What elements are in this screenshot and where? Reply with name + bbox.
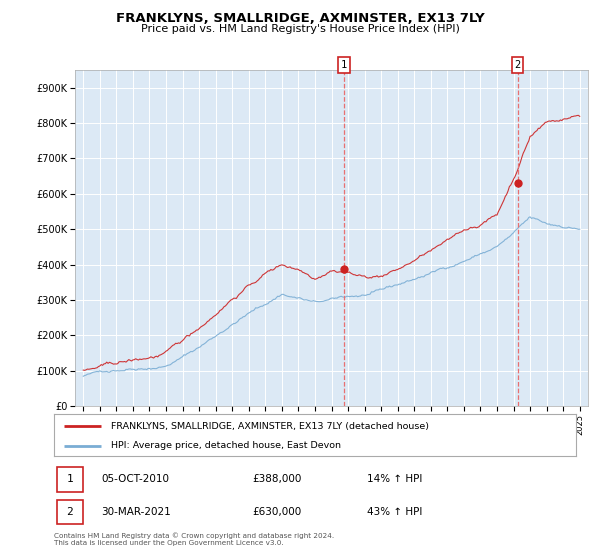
Text: Price paid vs. HM Land Registry's House Price Index (HPI): Price paid vs. HM Land Registry's House … xyxy=(140,24,460,34)
FancyBboxPatch shape xyxy=(56,500,83,524)
FancyBboxPatch shape xyxy=(56,468,83,492)
Text: 2: 2 xyxy=(515,60,521,70)
Text: 2: 2 xyxy=(66,507,73,517)
Text: 1: 1 xyxy=(66,474,73,484)
Text: 43% ↑ HPI: 43% ↑ HPI xyxy=(367,507,422,517)
Text: £630,000: £630,000 xyxy=(253,507,302,517)
Text: 05-OCT-2010: 05-OCT-2010 xyxy=(101,474,169,484)
Text: FRANKLYNS, SMALLRIDGE, AXMINSTER, EX13 7LY (detached house): FRANKLYNS, SMALLRIDGE, AXMINSTER, EX13 7… xyxy=(112,422,430,431)
Text: FRANKLYNS, SMALLRIDGE, AXMINSTER, EX13 7LY: FRANKLYNS, SMALLRIDGE, AXMINSTER, EX13 7… xyxy=(116,12,484,25)
Text: 1: 1 xyxy=(341,60,347,70)
Text: 30-MAR-2021: 30-MAR-2021 xyxy=(101,507,171,517)
Text: HPI: Average price, detached house, East Devon: HPI: Average price, detached house, East… xyxy=(112,441,341,450)
Text: £388,000: £388,000 xyxy=(253,474,302,484)
Text: Contains HM Land Registry data © Crown copyright and database right 2024.
This d: Contains HM Land Registry data © Crown c… xyxy=(54,532,334,545)
Text: 14% ↑ HPI: 14% ↑ HPI xyxy=(367,474,422,484)
